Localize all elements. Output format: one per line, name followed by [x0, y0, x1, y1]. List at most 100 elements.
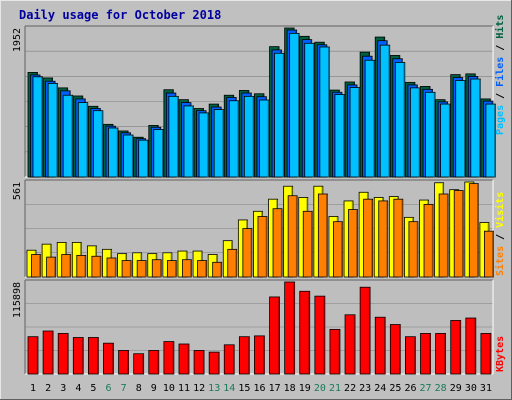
bar-kbytes-day-24 — [374, 316, 386, 375]
x-tick-label-day-9: 9 — [151, 383, 157, 394]
x-tick-label-day-13: 13 — [208, 383, 220, 394]
legend-hits: Hits — [494, 15, 506, 39]
bar-kbytes-day-10 — [163, 341, 175, 375]
bar-sites-day-14 — [227, 248, 238, 278]
x-tick-label-day-11: 11 — [178, 383, 190, 394]
bar-sites-day-12 — [197, 260, 207, 278]
bar-hits-day-4 — [77, 102, 89, 178]
bar-kbytes-day-22 — [344, 314, 356, 375]
bar-hits-day-9 — [153, 129, 164, 178]
bar-kbytes-day-14 — [223, 344, 235, 375]
x-tick-label-day-29: 29 — [450, 383, 462, 394]
bar-hits-day-11 — [183, 105, 194, 178]
bar-hits-day-1 — [32, 76, 43, 178]
bar-sites-day-25 — [393, 198, 404, 278]
bar-sites-day-8 — [136, 260, 147, 278]
x-tick-label-day-18: 18 — [284, 383, 296, 394]
bar-sites-day-23 — [363, 198, 374, 278]
bar-hits-day-3 — [62, 94, 74, 178]
x-tick-label-day-17: 17 — [269, 383, 281, 394]
x-tick-label-day-19: 19 — [299, 383, 311, 394]
bar-hits-day-28 — [440, 103, 451, 178]
bar-sites-day-29 — [453, 190, 464, 278]
bar-sites-day-3 — [61, 254, 72, 278]
bar-sites-day-5 — [91, 255, 102, 278]
bar-sites-day-6 — [106, 257, 117, 278]
bar-hits-day-5 — [92, 110, 104, 178]
bar-kbytes-day-15 — [238, 336, 250, 375]
x-tick-label-day-30: 30 — [465, 383, 477, 394]
x-tick-label-day-14: 14 — [223, 383, 235, 394]
x-tick-label-day-4: 4 — [75, 383, 81, 394]
x-tick-label-day-28: 28 — [435, 383, 447, 394]
legend-hits-files-pages: Pages / Files / Hits — [494, 15, 506, 135]
bar-hits-day-25 — [394, 62, 406, 178]
bar-hits-day-29 — [455, 80, 466, 178]
x-tick-label-day-24: 24 — [374, 383, 386, 394]
bar-kbytes-day-1 — [27, 336, 39, 375]
x-tick-label-day-15: 15 — [238, 383, 250, 394]
bar-kbytes-day-30 — [465, 317, 477, 375]
x-tick-label-day-26: 26 — [404, 383, 416, 394]
bar-kbytes-day-6 — [103, 342, 114, 375]
legend-visits: Visits — [494, 192, 506, 228]
bar-hits-day-17 — [274, 52, 285, 178]
chart-title: Daily usage for October 2018 — [19, 8, 221, 22]
bar-kbytes-day-5 — [87, 337, 99, 375]
bar-sites-day-22 — [348, 209, 358, 278]
bar-sites-day-28 — [438, 193, 449, 278]
x-tick-label-day-21: 21 — [329, 383, 341, 394]
x-tick-label-day-1: 1 — [30, 383, 36, 394]
bar-sites-day-9 — [151, 259, 162, 278]
bar-hits-day-14 — [228, 100, 240, 178]
bar-hits-day-10 — [168, 95, 179, 178]
x-tick-label-day-22: 22 — [344, 383, 356, 394]
bar-hits-day-26 — [410, 87, 421, 178]
bar-sites-day-15 — [242, 228, 253, 278]
bar-kbytes-day-31 — [480, 333, 492, 375]
bar-sites-day-13 — [212, 261, 223, 278]
bar-kbytes-day-8 — [133, 353, 145, 375]
bar-kbytes-day-7 — [118, 350, 129, 375]
bar-sites-day-19 — [302, 210, 313, 278]
legend-files: Files — [494, 57, 506, 87]
bar-hits-day-8 — [138, 139, 149, 178]
bar-hits-day-7 — [123, 134, 134, 178]
bar-kbytes-day-4 — [72, 337, 84, 375]
bar-hits-day-15 — [243, 95, 255, 178]
bar-hits-day-23 — [364, 59, 376, 178]
y-max-label: 115898 — [12, 282, 23, 318]
bar-sites-day-24 — [378, 200, 389, 278]
bar-kbytes-day-27 — [420, 333, 431, 375]
bar-hits-day-16 — [259, 99, 270, 178]
bar-sites-day-2 — [46, 256, 56, 278]
bar-kbytes-day-13 — [208, 351, 220, 375]
x-tick-label-day-16: 16 — [253, 383, 265, 394]
bar-hits-day-21 — [334, 94, 345, 178]
x-tick-label-day-23: 23 — [359, 383, 371, 394]
x-tick-label-day-7: 7 — [121, 383, 127, 394]
bar-hits-day-6 — [108, 127, 119, 178]
bar-sites-day-27 — [423, 203, 434, 278]
bar-hits-day-24 — [379, 44, 391, 178]
x-tick-label-day-25: 25 — [389, 383, 401, 394]
y-max-label: 1952 — [12, 28, 23, 52]
legend-kbytes: KBytes — [495, 336, 506, 372]
bar-sites-day-18 — [287, 195, 298, 278]
bar-sites-day-20 — [317, 193, 328, 278]
bar-sites-day-10 — [166, 260, 177, 278]
bar-sites-day-11 — [182, 259, 192, 278]
bar-hits-day-18 — [289, 32, 300, 178]
x-tick-label-day-20: 20 — [314, 383, 326, 394]
bar-kbytes-day-12 — [193, 350, 205, 375]
bar-sites-day-21 — [333, 221, 343, 278]
bar-kbytes-day-28 — [435, 333, 447, 375]
bar-kbytes-day-17 — [269, 296, 280, 375]
bar-sites-day-7 — [121, 260, 132, 278]
bar-sites-day-1 — [31, 254, 41, 278]
bar-hits-day-20 — [319, 46, 330, 178]
bar-hits-day-12 — [198, 112, 209, 178]
x-tick-label-day-8: 8 — [136, 383, 142, 394]
x-tick-label-day-10: 10 — [163, 383, 175, 394]
